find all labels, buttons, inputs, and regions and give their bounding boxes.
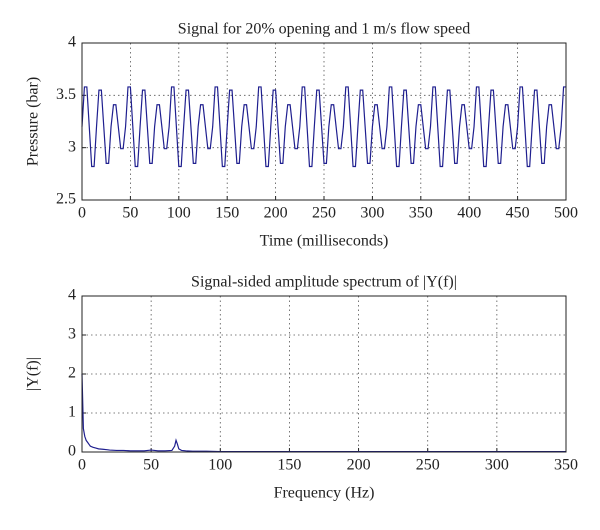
- x-axis-label: Frequency (Hz): [274, 485, 375, 502]
- chart-title: Signal-sided amplitude spectrum of |Y(f)…: [191, 274, 457, 291]
- y-axis-label: |Y(f)|: [25, 357, 42, 391]
- x-tick-label: 150: [277, 457, 301, 474]
- x-tick-label: 100: [208, 457, 232, 474]
- x-tick-label: 350: [409, 205, 433, 222]
- x-tick-label: 500: [554, 205, 578, 222]
- x-tick-label: 250: [312, 205, 336, 222]
- x-tick-label: 300: [360, 205, 384, 222]
- x-tick-label: 0: [78, 205, 86, 222]
- x-tick-label: 100: [167, 205, 191, 222]
- y-tick-label: 3: [68, 326, 76, 343]
- y-tick-label: 4: [68, 34, 76, 51]
- plot-frame: [81, 42, 567, 201]
- x-tick-label: 250: [416, 457, 440, 474]
- y-tick-label: 3.5: [56, 86, 76, 103]
- y-tick-label: 0: [68, 443, 76, 460]
- x-tick-label: 50: [143, 457, 159, 474]
- x-axis-label: Time (milliseconds): [260, 233, 389, 250]
- plot-frame: [81, 295, 567, 453]
- y-tick-label: 2: [68, 365, 76, 382]
- x-tick-label: 0: [78, 457, 86, 474]
- x-tick-label: 50: [122, 205, 138, 222]
- x-tick-label: 200: [264, 205, 288, 222]
- chart-title: Signal for 20% opening and 1 m/s flow sp…: [178, 21, 470, 38]
- y-tick-label: 1: [68, 404, 76, 421]
- x-tick-label: 450: [506, 205, 530, 222]
- x-tick-label: 150: [215, 205, 239, 222]
- y-axis-label: Pressure (bar): [25, 77, 42, 166]
- x-tick-label: 200: [347, 457, 371, 474]
- x-tick-label: 300: [485, 457, 509, 474]
- y-tick-label: 2.5: [56, 191, 76, 208]
- signal-line: [81, 86, 566, 168]
- signal-line: [81, 373, 566, 453]
- x-tick-label: 400: [457, 205, 481, 222]
- y-tick-label: 3: [68, 138, 76, 155]
- y-tick-label: 4: [68, 287, 76, 304]
- x-tick-label: 350: [554, 457, 578, 474]
